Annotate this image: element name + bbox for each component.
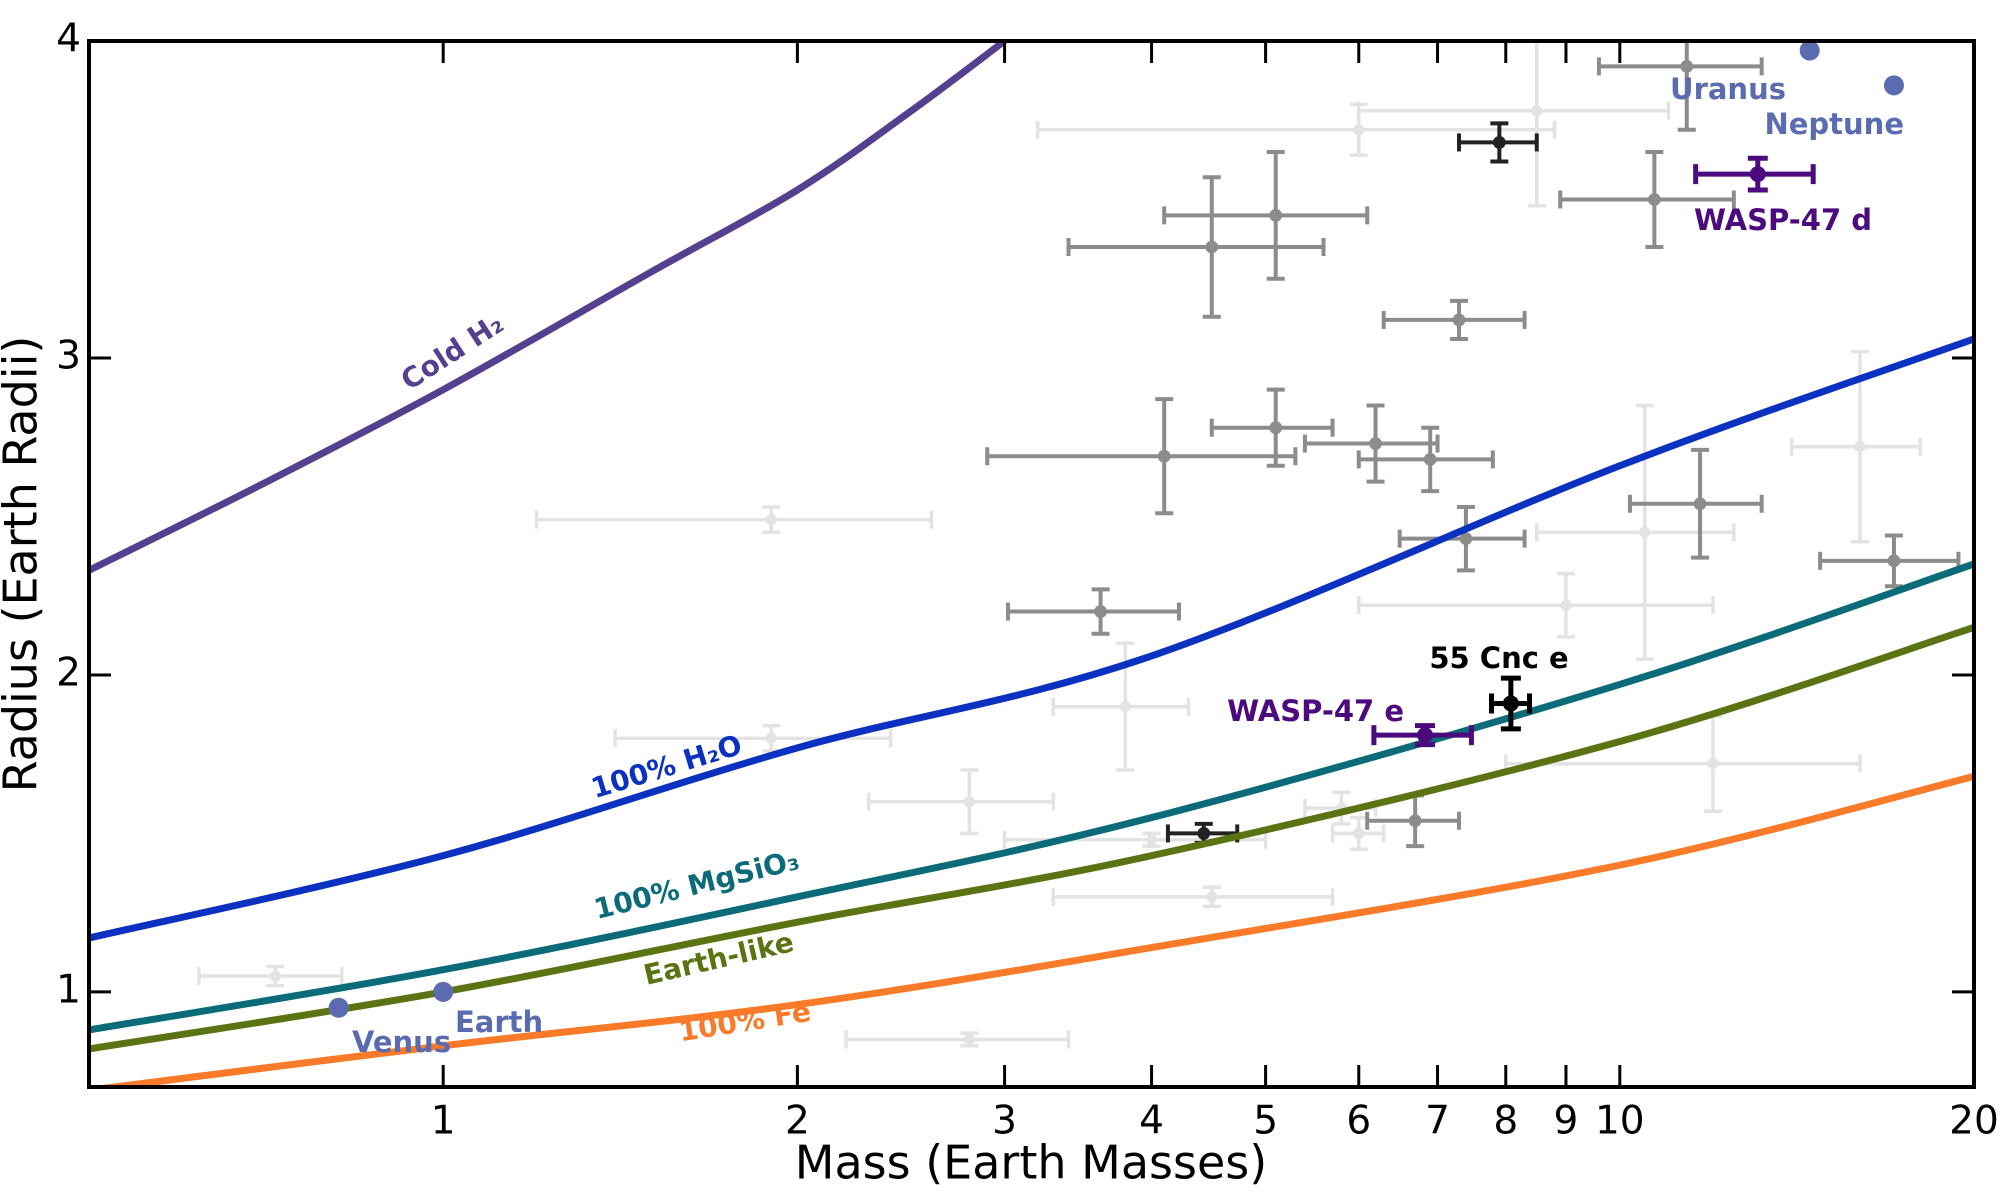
model-curve <box>89 772 1974 1087</box>
x-tick-label: 5 <box>1253 1099 1278 1144</box>
solar-planet-label: Venus <box>352 1025 451 1059</box>
data-point <box>1707 758 1719 770</box>
x-tick-label: 10 <box>1595 1099 1645 1144</box>
data-point <box>1408 814 1422 828</box>
data-point <box>1502 695 1519 712</box>
model-curve <box>89 560 1974 1034</box>
y-tick-label: 2 <box>56 650 81 695</box>
data-point <box>1157 449 1171 463</box>
solar-planet <box>1883 75 1904 96</box>
curve-label: 100% MgSiO₃ <box>591 843 803 926</box>
data-point <box>1459 532 1473 546</box>
curve-label: 100% Fe <box>676 995 813 1048</box>
data-point <box>1094 605 1107 618</box>
data-point <box>1369 437 1382 450</box>
x-tick-label: 3 <box>992 1099 1017 1144</box>
solar-planet-label: Uranus <box>1670 72 1786 106</box>
y-tick-label: 4 <box>56 17 81 62</box>
data-point <box>1693 497 1707 511</box>
data-point <box>1749 166 1766 183</box>
data-point <box>963 796 975 808</box>
x-tick-label: 7 <box>1425 1099 1450 1144</box>
plot-frame <box>87 39 1976 1089</box>
y-axis-label: Radius (Earth Radii) <box>0 336 48 793</box>
x-tick-label: 9 <box>1554 1099 1579 1144</box>
x-axis-label: Mass (Earth Masses) <box>795 1136 1267 1190</box>
y-tick-label: 3 <box>56 333 81 378</box>
solar-planet <box>433 981 454 1002</box>
data-point <box>765 732 777 744</box>
x-tick-label: 2 <box>785 1099 810 1144</box>
solar-planet-label: Neptune <box>1764 107 1904 141</box>
data-point <box>1452 313 1466 327</box>
data-point <box>1639 526 1651 538</box>
data-point <box>1680 59 1694 73</box>
data-point <box>1353 827 1365 840</box>
planet-label: WASP-47 d <box>1694 203 1872 237</box>
data-point <box>1531 105 1543 117</box>
data-point <box>963 1033 975 1046</box>
data-point <box>1119 701 1131 713</box>
model-curve <box>89 624 1974 1053</box>
model-curve <box>89 41 1007 574</box>
y-tick-label: 1 <box>56 967 81 1012</box>
x-tick-label: 6 <box>1346 1099 1371 1144</box>
x-tick-label: 8 <box>1493 1099 1518 1144</box>
data-point <box>1206 891 1218 903</box>
data-point <box>1423 453 1437 466</box>
plot-area <box>89 41 1974 1087</box>
data-point <box>1145 834 1158 846</box>
data-point <box>1647 193 1661 206</box>
planet-label: WASP-47 e <box>1227 694 1404 728</box>
planet-label: 55 Cnc e <box>1429 641 1568 675</box>
x-tick-label: 20 <box>1949 1099 1999 1144</box>
data-point <box>1269 421 1283 435</box>
data-point <box>1854 441 1866 453</box>
data-point <box>765 514 777 526</box>
data-point <box>1416 727 1433 744</box>
solar-planet <box>328 997 349 1018</box>
data-point <box>1492 136 1506 149</box>
data-point <box>1197 827 1211 840</box>
data-point <box>1205 240 1219 254</box>
data-point <box>1560 599 1572 611</box>
solar-planet-label: Earth <box>455 1005 543 1039</box>
solar-planet <box>1799 40 1820 61</box>
model-curve <box>89 335 1974 942</box>
data-point <box>269 970 281 982</box>
x-tick-label: 4 <box>1139 1099 1164 1144</box>
data-point <box>1887 554 1901 568</box>
x-tick-label: 1 <box>431 1099 456 1144</box>
data-point <box>1353 124 1365 136</box>
data-point <box>1269 208 1283 222</box>
